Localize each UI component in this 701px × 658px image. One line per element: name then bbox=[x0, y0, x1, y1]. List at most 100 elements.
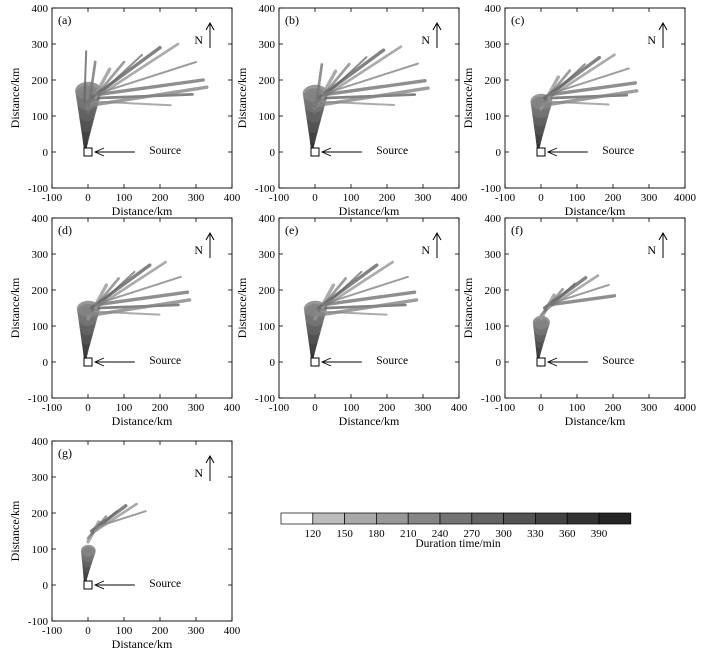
x-tick-label: 300 bbox=[415, 402, 432, 414]
y-axis-label: Distance/km bbox=[461, 277, 475, 338]
north-label: N bbox=[194, 466, 203, 480]
y-tick-label: 200 bbox=[259, 285, 276, 297]
x-axis-label: Distance/km bbox=[112, 637, 173, 651]
plume-streak bbox=[94, 275, 182, 306]
colorbar-box bbox=[503, 512, 536, 525]
source-marker bbox=[83, 147, 93, 157]
x-tick-label: 200 bbox=[379, 402, 396, 414]
x-tick-label: 200 bbox=[605, 192, 622, 204]
north-arrow-head-icon bbox=[658, 21, 668, 31]
plume-streak bbox=[83, 50, 88, 103]
source-label: Source bbox=[376, 355, 408, 367]
y-tick-label: 0 bbox=[496, 357, 502, 369]
colorbar-tick-labels: 120 150 180 210 240 270 300 330 360 390 bbox=[305, 528, 608, 540]
x-tick-label: 400 bbox=[451, 402, 468, 414]
y-tick-label: 100 bbox=[32, 111, 49, 123]
source-arrow-head-icon bbox=[93, 147, 105, 157]
x-tick-label: 200 bbox=[152, 192, 169, 204]
plume bbox=[303, 260, 419, 363]
plume-streak bbox=[89, 85, 209, 107]
x-tick-label: 0 bbox=[85, 625, 91, 637]
x-tick-label: -100 bbox=[269, 192, 290, 204]
plume-streak bbox=[324, 290, 417, 307]
x-tick-label: 100 bbox=[116, 625, 133, 637]
x-tick-label: 0 bbox=[538, 192, 544, 204]
x-tick-label: 4000 bbox=[674, 402, 697, 414]
north-label: N bbox=[647, 243, 656, 257]
panel: -100-100 0 0 100 100 200 200 300 300 400 400 Distan… bbox=[8, 213, 241, 428]
colorbar-tick-label: 240 bbox=[432, 528, 449, 540]
source-arrow-head-icon bbox=[93, 357, 105, 367]
y-tick-label: 100 bbox=[259, 111, 276, 123]
north-label: N bbox=[421, 243, 430, 257]
plot-frame bbox=[51, 217, 233, 399]
y-tick-label: 100 bbox=[485, 111, 502, 123]
x-tick-label: 300 bbox=[641, 192, 658, 204]
y-tick-label: 100 bbox=[485, 321, 502, 333]
colorbar-box bbox=[535, 512, 568, 525]
y-tick-label: -100 bbox=[481, 183, 502, 195]
y-tick-label: 0 bbox=[270, 147, 276, 159]
plume-streak bbox=[89, 298, 192, 317]
x-tick-label: -100 bbox=[42, 625, 63, 637]
panel-label: (d) bbox=[58, 223, 72, 237]
y-axis-label: Distance/km bbox=[235, 67, 249, 128]
plume-streak bbox=[86, 60, 97, 114]
x-tick-label: 300 bbox=[415, 192, 432, 204]
plume-core-cell bbox=[532, 315, 550, 329]
y-tick-label: 200 bbox=[32, 285, 49, 297]
panel: -100-100 0 0 100 100 200 200 300 300 400 400 Distan… bbox=[8, 3, 241, 218]
x-tick-label: -100 bbox=[42, 402, 63, 414]
y-axis-label: Distance/km bbox=[235, 277, 249, 338]
panel: -100-100 0 0 100 100 200 200 300 300 4000 400 Dista… bbox=[461, 213, 697, 428]
y-tick-label: 0 bbox=[43, 357, 49, 369]
source-marker bbox=[83, 580, 93, 590]
colorbar-box bbox=[439, 512, 473, 525]
panel-label: (b) bbox=[285, 13, 299, 27]
north-arrow-head-icon bbox=[205, 21, 215, 31]
plume bbox=[76, 260, 192, 363]
x-axis-label: Distance/km bbox=[112, 204, 173, 218]
plume-streak bbox=[97, 78, 205, 97]
plot-frame bbox=[278, 7, 460, 189]
colorbar-box bbox=[376, 512, 409, 525]
source-label: Source bbox=[602, 145, 634, 157]
plume bbox=[80, 502, 147, 584]
x-tick-label: 0 bbox=[85, 192, 91, 204]
x-axis-label: Distance/km bbox=[339, 414, 400, 428]
colorbar-box bbox=[598, 512, 632, 525]
y-tick-label: -100 bbox=[28, 616, 49, 628]
plume bbox=[75, 42, 209, 154]
colorbar-tick-label: 270 bbox=[464, 528, 481, 540]
plume-streak bbox=[97, 290, 190, 307]
y-tick-label: 200 bbox=[32, 508, 49, 520]
y-axis-label: Distance/km bbox=[461, 67, 475, 128]
plume-streak bbox=[94, 61, 197, 96]
plume-streak bbox=[94, 510, 147, 529]
plume-streak bbox=[542, 55, 602, 100]
source-marker bbox=[536, 357, 546, 367]
plume bbox=[302, 45, 430, 154]
plume-streak bbox=[324, 79, 427, 97]
y-axis-label: Distance/km bbox=[8, 500, 22, 561]
source-arrow-head-icon bbox=[320, 357, 332, 367]
x-tick-label: 400 bbox=[224, 402, 241, 414]
y-tick-label: 300 bbox=[32, 249, 49, 261]
colorbar-tick-label: 150 bbox=[336, 528, 353, 540]
source-label: Source bbox=[149, 578, 181, 590]
colorbar-tick-label: 120 bbox=[305, 528, 322, 540]
source-marker bbox=[536, 147, 546, 157]
source-label: Source bbox=[376, 145, 408, 157]
x-tick-label: 0 bbox=[312, 192, 318, 204]
source-marker bbox=[310, 357, 320, 367]
x-axis-label: Distance/km bbox=[565, 414, 626, 428]
plume-core-cell bbox=[80, 544, 96, 557]
x-tick-label: -100 bbox=[495, 402, 516, 414]
y-tick-label: -100 bbox=[28, 183, 49, 195]
x-tick-label: 100 bbox=[116, 192, 133, 204]
x-tick-label: 100 bbox=[343, 402, 360, 414]
panel: -100-100 0 0 100 100 200 200 300 300 4000 400 Dista… bbox=[461, 3, 697, 218]
x-tick-label: 300 bbox=[188, 192, 205, 204]
y-tick-label: 200 bbox=[485, 285, 502, 297]
